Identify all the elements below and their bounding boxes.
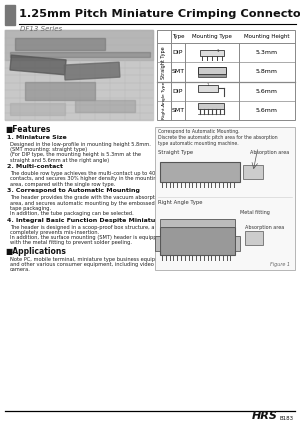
Text: Absorption area: Absorption area	[250, 150, 289, 155]
Text: DIP: DIP	[173, 50, 183, 55]
Text: tape packaging.: tape packaging.	[10, 206, 51, 211]
Bar	[160, 227, 235, 255]
Text: Mounting Height: Mounting Height	[244, 34, 290, 39]
Bar	[198, 103, 224, 109]
Text: straight and 5.6mm at the right angle): straight and 5.6mm at the right angle)	[10, 158, 109, 163]
Bar	[5, 5, 15, 25]
Text: 5.6mm: 5.6mm	[256, 89, 278, 94]
Text: HRS: HRS	[252, 411, 278, 421]
Text: Type: Type	[172, 34, 184, 39]
Text: camera.: camera.	[10, 267, 31, 272]
Text: DIP: DIP	[173, 89, 183, 94]
Text: In addition, the surface mounting (SMT) header is equipped: In addition, the surface mounting (SMT) …	[10, 235, 163, 240]
Text: 5.3mm: 5.3mm	[256, 50, 278, 55]
Text: ■Applications: ■Applications	[5, 247, 66, 256]
Text: In addition, the tube packaging can be selected.: In addition, the tube packaging can be s…	[10, 211, 134, 216]
Text: SMT: SMT	[171, 108, 184, 113]
Text: 2. Multi-contact: 2. Multi-contact	[7, 164, 63, 169]
Text: Figure 1: Figure 1	[270, 262, 290, 267]
Text: The header is designed in a scoop-proof box structure, and: The header is designed in a scoop-proof …	[10, 225, 161, 230]
Text: completely prevents mis-insertion.: completely prevents mis-insertion.	[10, 230, 99, 235]
Bar	[243, 165, 263, 179]
Text: Right-Angle Type: Right-Angle Type	[162, 82, 166, 119]
Bar	[15, 38, 105, 50]
Bar	[198, 74, 226, 77]
Text: Correspond to Automatic Mounting.: Correspond to Automatic Mounting.	[158, 129, 240, 134]
Bar	[155, 236, 160, 251]
Text: with the metal fitting to prevent solder peeling.: with the metal fitting to prevent solder…	[10, 240, 132, 245]
Text: Right Angle Type: Right Angle Type	[158, 200, 202, 205]
Bar	[198, 85, 218, 92]
Bar	[64, 62, 120, 80]
Bar	[198, 67, 226, 74]
Text: Discrete the automatic pitch area for the absorption: Discrete the automatic pitch area for th…	[158, 135, 278, 140]
Text: area, compared with the single row type.: area, compared with the single row type.	[10, 182, 116, 187]
Text: and other various consumer equipment, including video: and other various consumer equipment, in…	[10, 262, 154, 267]
Text: The header provides the grade with the vacuum absorption: The header provides the grade with the v…	[10, 196, 163, 201]
Bar	[10, 55, 66, 75]
Text: contacts, and secures 30% higher density in the mounting: contacts, and secures 30% higher density…	[10, 176, 160, 181]
Bar	[245, 231, 263, 245]
Bar	[200, 50, 224, 56]
Text: Straight Type: Straight Type	[158, 150, 193, 155]
Text: Absorption area: Absorption area	[245, 225, 284, 230]
Bar	[10, 103, 65, 115]
Text: Straight Type: Straight Type	[161, 46, 166, 79]
Bar	[160, 162, 240, 182]
Text: ■Features: ■Features	[5, 125, 50, 134]
Text: (For DIP type, the mounting height is 5.3mm at the: (For DIP type, the mounting height is 5.…	[10, 153, 141, 157]
Text: 4. Integral Basic Function Despite Miniature Size: 4. Integral Basic Function Despite Minia…	[7, 218, 179, 223]
Text: B183: B183	[280, 416, 294, 420]
Text: SMT: SMT	[171, 69, 184, 74]
Text: Note PC, mobile terminal, miniature type business equipment,: Note PC, mobile terminal, miniature type…	[10, 257, 170, 262]
Bar	[75, 100, 135, 112]
Bar	[25, 82, 95, 100]
Text: 5.8mm: 5.8mm	[256, 69, 278, 74]
Text: (SMT mounting: straight type): (SMT mounting: straight type)	[10, 147, 87, 152]
Text: type automatic mounting machine.: type automatic mounting machine.	[158, 141, 239, 146]
Text: area, and secures automatic mounting by the embossed: area, and secures automatic mounting by …	[10, 201, 155, 206]
Text: 5.6mm: 5.6mm	[256, 108, 278, 113]
Bar	[5, 30, 153, 120]
Bar	[5, 30, 153, 60]
Text: 1: 1	[217, 48, 220, 53]
Bar	[235, 236, 240, 251]
Text: Mounting Type: Mounting Type	[192, 34, 232, 39]
Bar	[10, 52, 150, 57]
Text: 1: 1	[207, 83, 209, 87]
Text: 3. Correspond to Automatic Mounting: 3. Correspond to Automatic Mounting	[7, 188, 140, 193]
Text: Designed in the low-profile in mounting height 5.8mm.: Designed in the low-profile in mounting …	[10, 142, 151, 147]
Text: 1.25mm Pitch Miniature Crimping Connector: 1.25mm Pitch Miniature Crimping Connecto…	[19, 9, 300, 19]
Text: DF13 Series: DF13 Series	[20, 26, 62, 32]
Text: Metal fitting: Metal fitting	[240, 210, 270, 215]
Bar	[157, 30, 295, 120]
Bar	[155, 127, 295, 270]
Text: The double row type achieves the multi-contact up to 40: The double row type achieves the multi-c…	[10, 171, 155, 176]
Text: 1. Miniature Size: 1. Miniature Size	[7, 135, 67, 140]
Bar	[160, 219, 235, 227]
